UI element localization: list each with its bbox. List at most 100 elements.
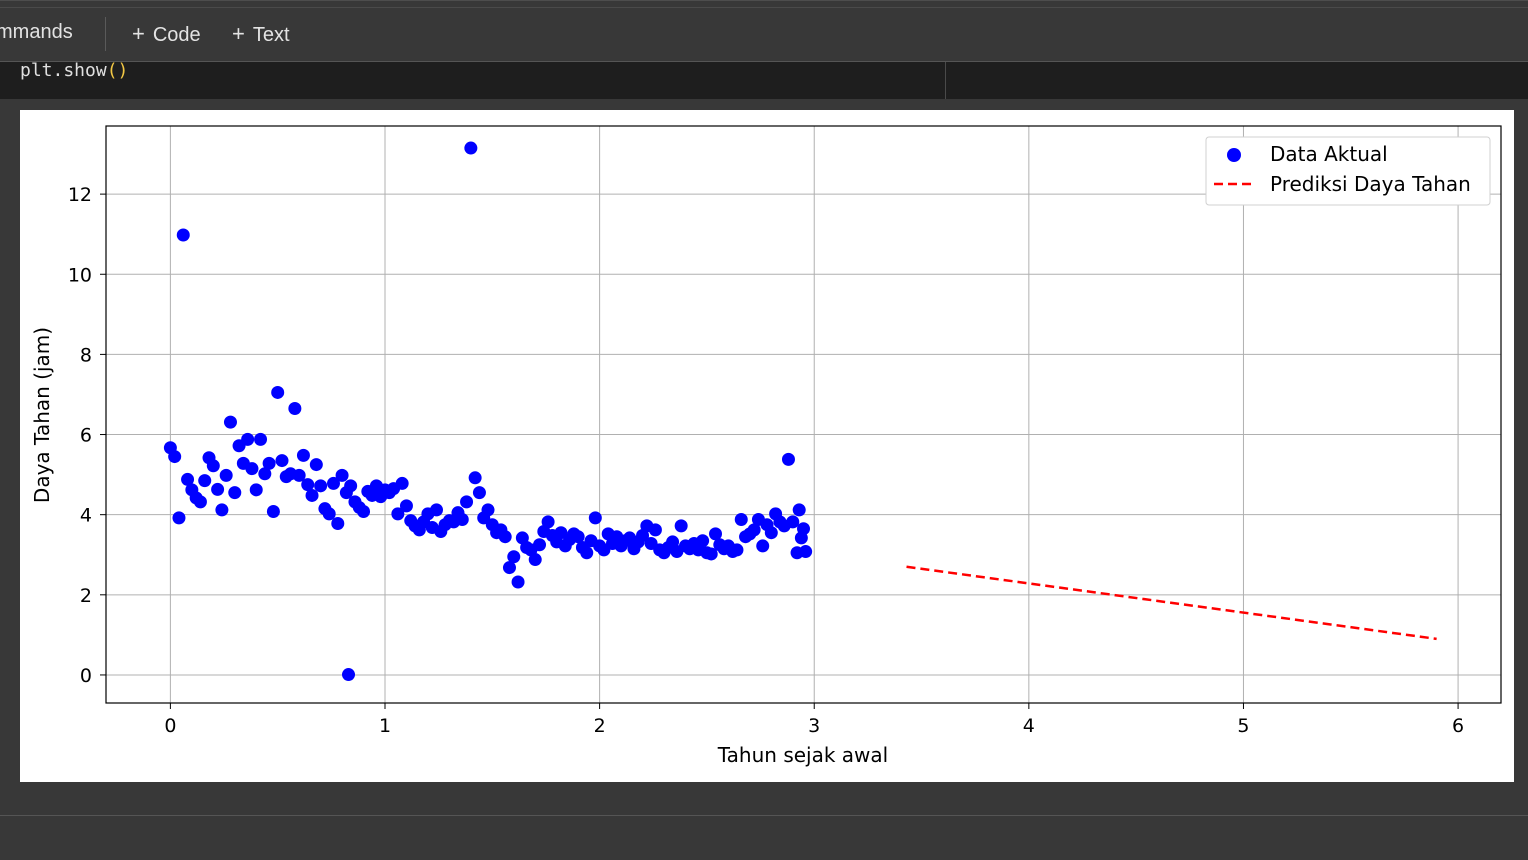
data-point [391,507,405,521]
add-text-label: Text [252,24,290,46]
x-axis-ticks: 0 1 2 3 4 5 6 [164,703,1464,737]
data-point [172,511,186,525]
plus-icon: + [232,21,245,46]
data-point [206,459,220,473]
notebook-toolbar: mmands + Code + Text [0,0,1528,61]
data-point [674,519,688,533]
data-point [541,515,555,529]
data-point [275,454,289,468]
data-point [797,522,810,536]
legend-marker-actual [1227,148,1241,162]
grid-lines [106,126,1501,703]
data-point [357,504,371,518]
data-point [245,462,259,476]
data-point [168,450,182,464]
data-point [258,467,272,481]
data-point [799,545,813,559]
x-tick-label: 0 [164,715,176,737]
data-point [395,476,409,490]
data-point [249,483,263,497]
data-point [696,534,710,548]
toolbar-divider-line [0,7,1528,8]
x-tick-label: 6 [1452,715,1464,737]
command-palette-button[interactable]: mmands [0,21,73,43]
prediction-line [906,565,1437,641]
x-tick-label: 1 [379,715,391,737]
data-point [786,515,800,529]
data-point [399,499,413,513]
data-point [430,503,444,517]
code-line[interactable]: plt.show() [20,60,128,81]
data-point [498,530,512,544]
data-point [331,516,345,530]
data-point [709,527,723,541]
actual-data-series [163,141,813,682]
data-point [571,530,585,544]
data-point [507,550,521,564]
data-point [211,482,225,496]
data-point [342,668,356,682]
legend-box [1205,136,1491,206]
x-tick-label: 4 [1023,715,1035,737]
data-point [734,512,748,526]
plus-icon: + [132,21,145,46]
data-point [781,452,795,466]
data-point [301,478,315,492]
y-tick-label: 4 [80,505,92,527]
data-point [262,456,276,470]
data-point [219,468,233,482]
add-text-cell-button[interactable]: + Text [232,21,290,47]
plot-frame [105,125,1502,704]
data-point [309,458,323,472]
data-point [181,472,195,486]
x-tick-label: 2 [594,715,606,737]
data-point [322,507,336,521]
y-axis-label: Daya Tahan (jam) [30,327,54,503]
data-point [254,432,268,446]
code-cell[interactable]: plt.show() [0,60,1528,99]
data-point [344,479,358,493]
bottom-bar [0,815,1528,860]
data-point [292,468,306,482]
data-point [792,503,806,517]
data-point [241,432,255,446]
data-point [326,476,340,490]
y-tick-label: 6 [80,425,92,447]
data-point [747,523,761,537]
data-point [288,401,302,415]
y-tick-label: 10 [68,264,92,286]
x-axis-label: Tahun sejak awal [717,743,888,767]
add-code-label: Code [152,24,201,46]
data-point [296,448,310,462]
data-point [502,561,516,575]
data-point [468,471,482,485]
data-point [528,553,542,567]
data-point [455,512,469,526]
data-point [648,523,662,537]
x-tick-label: 3 [808,715,820,737]
add-code-cell-button[interactable]: + Code [132,21,201,47]
data-point [314,479,328,493]
code-cell-divider [945,62,946,99]
data-point [533,538,547,552]
data-point [730,543,744,557]
toolbar-separator [105,17,106,51]
y-tick-label: 2 [80,585,92,607]
x-tick-label: 5 [1237,715,1249,737]
data-point [271,385,285,399]
data-point [511,575,525,589]
legend-label-actual: Data Aktual [1270,142,1388,166]
y-axis-ticks: 0 2 4 6 8 10 12 [68,184,106,687]
data-point [266,504,280,518]
data-point [193,495,207,509]
data-point [335,468,349,482]
data-point [756,539,770,553]
data-point [481,503,495,517]
data-point [215,503,229,517]
data-point [764,526,778,540]
y-tick-label: 0 [80,665,92,687]
data-point [464,141,478,155]
y-tick-label: 8 [80,344,92,366]
